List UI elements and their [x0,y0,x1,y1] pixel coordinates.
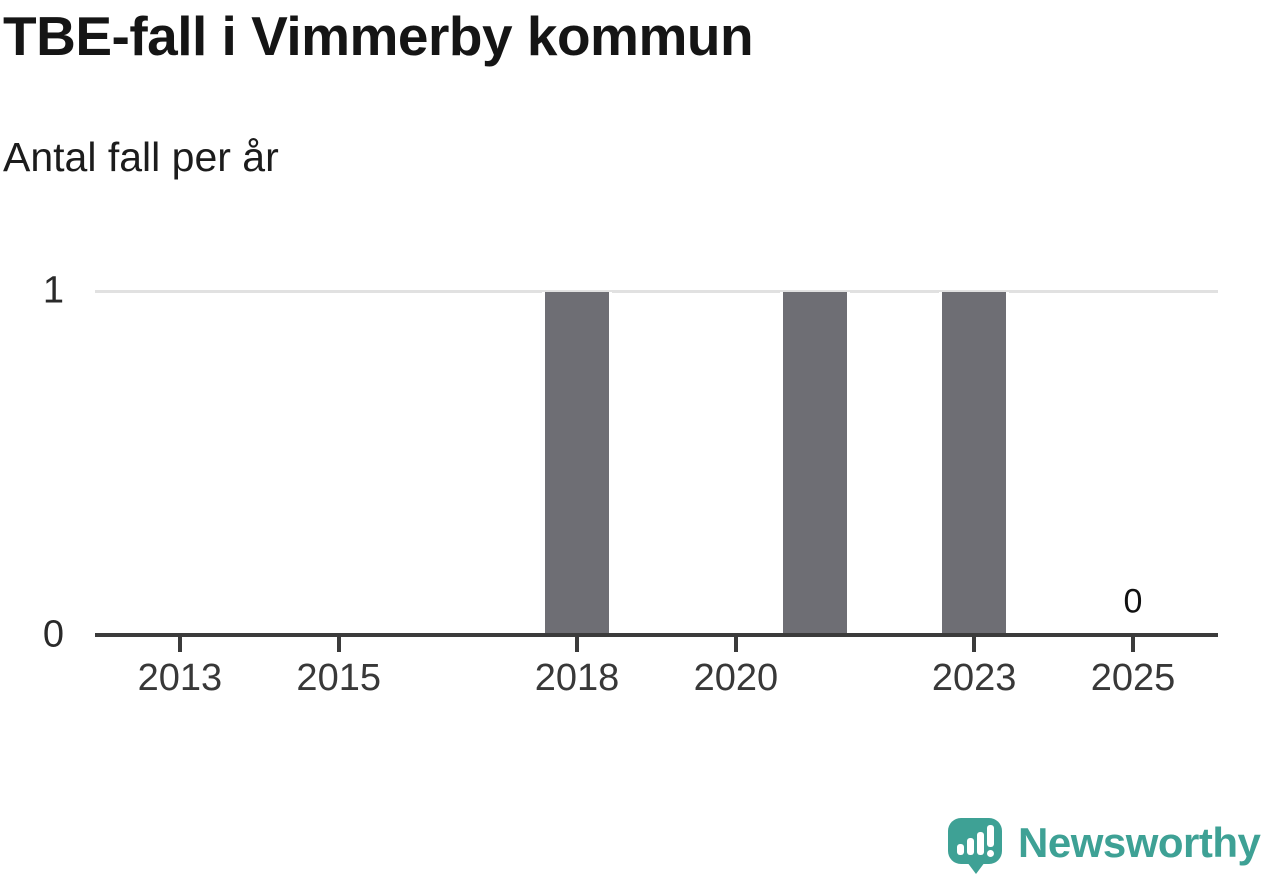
x-tick-label: 2015 [296,657,381,699]
x-tick-label: 2013 [137,657,223,699]
logo-bar-medium [967,838,974,855]
bar-2018 [542,292,612,633]
grid-line-1 [95,290,1218,293]
last-value-label: 0 [1123,582,1143,621]
brand: Newsworthy [948,818,1261,874]
logo-bar-large [977,832,984,855]
logo-speech-tail [967,862,985,874]
x-tick-mark [177,637,182,652]
bar-2021 [780,292,851,633]
x-tick-label: 2025 [1090,657,1176,699]
x-tick-mark [336,637,341,652]
x-tick-mark [1131,637,1135,652]
bar-2023 [939,292,1010,633]
x-tick-mark [575,637,579,652]
chart-title: TBE-fall i Vimmerby kommun [3,5,754,67]
x-tick-label: 2020 [693,657,779,699]
chart-subtitle: Antal fall per år [3,134,279,180]
newsworthy-logo-icon [948,818,1002,874]
logo-exclamation-bar [987,825,994,847]
brand-name: Newsworthy [1018,819,1261,866]
x-tick-label: 2018 [534,657,620,699]
x-tick-label: 2023 [931,657,1017,699]
x-tick-mark [733,637,738,652]
logo-exclamation-dot [987,850,994,857]
y-tick-label: 1 [42,269,64,312]
x-tick-mark [972,637,977,652]
y-tick-label: 0 [42,613,64,656]
x-axis-line [95,633,1218,637]
logo-bar-small [957,844,964,855]
